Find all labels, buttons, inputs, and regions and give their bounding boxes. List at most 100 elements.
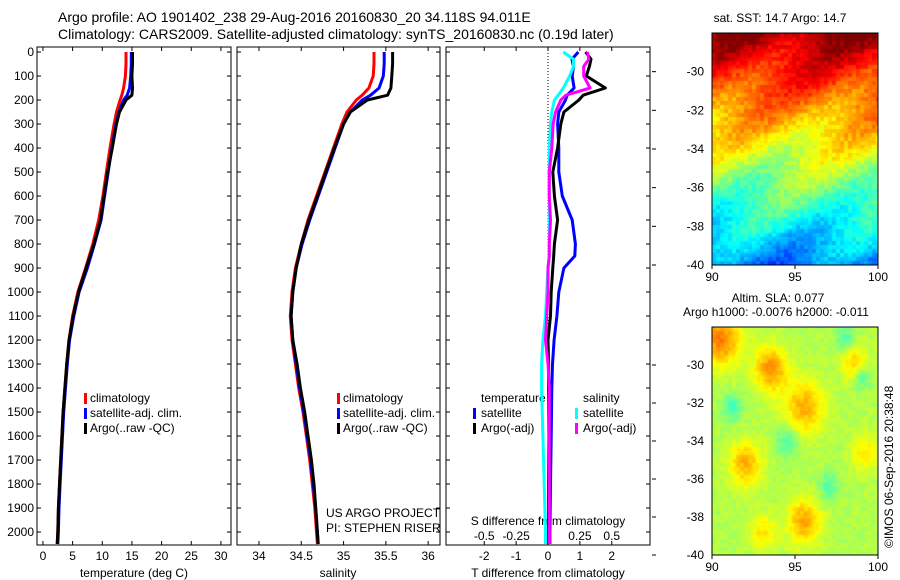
legend-swatch bbox=[473, 423, 476, 434]
x-tick-label: 20 bbox=[155, 549, 169, 563]
x-tick-label: 15 bbox=[125, 549, 139, 563]
y-tick-label: 600 bbox=[14, 189, 34, 203]
series-line-argo-raw-qc- bbox=[55, 52, 134, 545]
legend-swatch bbox=[84, 408, 87, 419]
sla-map-title-2: Argo h1000: -0.0076 h2000: -0.011 bbox=[683, 305, 869, 319]
map-y-tick-label: -30 bbox=[687, 65, 705, 79]
legend-label: Argo(..raw -QC) bbox=[343, 421, 428, 435]
plot-frame-temperature bbox=[36, 46, 232, 546]
legend-label: climatology bbox=[90, 391, 150, 405]
map-y-tick-label: -34 bbox=[687, 142, 705, 156]
sla-map-image bbox=[712, 327, 878, 555]
legend-label: satellite-adj. clim. bbox=[90, 406, 182, 420]
series-line-satellite-adj-clim- bbox=[289, 52, 386, 545]
y-tick-label: 1800 bbox=[7, 477, 34, 491]
y-tick-label: 200 bbox=[14, 93, 34, 107]
x-tick-label: 1 bbox=[577, 549, 584, 563]
y-tick-label: 700 bbox=[14, 213, 34, 227]
y-tick-label: 400 bbox=[14, 141, 34, 155]
legend-swatch bbox=[337, 408, 340, 419]
sst-map-image bbox=[712, 33, 878, 265]
y-tick-label: 0 bbox=[27, 45, 34, 59]
x-tick-label: 0 bbox=[40, 549, 47, 563]
t-difference-xlabel: T difference from climatology bbox=[471, 566, 625, 580]
y-tick-label: 900 bbox=[14, 261, 34, 275]
y-tick-label: 1300 bbox=[7, 357, 34, 371]
series-line-salinity-argo-adj- bbox=[544, 51, 592, 544]
imos-credit: ©IMOS 06-Sep-2016 20:38:48 bbox=[882, 385, 896, 548]
salinity-xlabel: salinity bbox=[320, 566, 357, 580]
x-tick-label: 5 bbox=[69, 549, 76, 563]
x-tick-label: 2 bbox=[608, 549, 615, 563]
s-tick-label: 0.25 bbox=[568, 529, 592, 543]
y-tick-label: 300 bbox=[14, 117, 34, 131]
series-line-satellite-adj-clim- bbox=[56, 52, 133, 545]
y-tick-label: 1000 bbox=[7, 285, 34, 299]
series-line-climatology bbox=[288, 52, 376, 545]
series-line-temperature-satellite bbox=[548, 51, 580, 544]
map-frame-sla_map bbox=[711, 326, 879, 556]
x-tick-label: 36 bbox=[421, 549, 435, 563]
project-annotation: US ARGO PROJECT bbox=[326, 506, 441, 520]
legend-label: Argo(..raw -QC) bbox=[90, 421, 175, 435]
y-tick-label: 1600 bbox=[7, 429, 34, 443]
x-tick-label: -1 bbox=[511, 549, 522, 563]
map-frame-sst_map bbox=[711, 32, 879, 266]
y-tick-label: 1100 bbox=[8, 309, 34, 323]
legend-label: climatology bbox=[343, 391, 403, 405]
x-tick-label: 35 bbox=[337, 549, 351, 563]
y-tick-label: 1400 bbox=[7, 381, 34, 395]
s-tick-label: -0.25 bbox=[502, 529, 530, 543]
x-tick-label: 34.5 bbox=[290, 549, 314, 563]
map-y-tick-label: -32 bbox=[687, 396, 705, 410]
map-x-tick-label: 95 bbox=[788, 560, 802, 574]
legend-s-argo: Argo(-adj) bbox=[583, 421, 636, 435]
y-tick-label: 500 bbox=[14, 165, 34, 179]
y-tick-label: 2000 bbox=[7, 525, 34, 539]
map-x-tick-label: 100 bbox=[868, 560, 888, 574]
legend-t-argo: Argo(-adj) bbox=[481, 421, 534, 435]
y-tick-label: 1900 bbox=[7, 501, 34, 515]
series-line-argo-raw-qc- bbox=[289, 52, 395, 545]
pi-annotation: PI: STEPHEN RISER bbox=[326, 521, 441, 535]
legend-swatch bbox=[337, 423, 340, 434]
y-tick-label: 1200 bbox=[7, 333, 34, 347]
x-tick-label: 30 bbox=[214, 549, 228, 563]
x-tick-label: -2 bbox=[479, 549, 490, 563]
y-tick-label: 100 bbox=[14, 69, 34, 83]
sla-map-title-1: Altim. SLA: 0.077 bbox=[732, 291, 825, 305]
map-y-tick-label: -38 bbox=[687, 219, 705, 233]
legend-swatch bbox=[575, 423, 578, 434]
legend-s-satellite: satellite bbox=[583, 406, 624, 420]
y-tick-label: 1500 bbox=[7, 405, 34, 419]
map-y-tick-label: -40 bbox=[687, 258, 705, 272]
title-line-1: Argo profile: AO 1901402_238 29-Aug-2016… bbox=[58, 9, 531, 25]
y-tick-label: 800 bbox=[14, 237, 34, 251]
temperature-xlabel: temperature (deg C) bbox=[80, 566, 188, 580]
map-x-tick-label: 95 bbox=[788, 270, 802, 284]
map-y-tick-label: -36 bbox=[687, 472, 705, 486]
legend-swatch bbox=[84, 423, 87, 434]
s-tick-label: -0.5 bbox=[474, 529, 495, 543]
legend-header-temperature: temperature bbox=[481, 391, 546, 405]
title-line-2: Climatology: CARS2009. Satellite-adjuste… bbox=[58, 26, 614, 42]
x-tick-label: 0 bbox=[545, 549, 552, 563]
plot-frame-salinity bbox=[236, 46, 441, 546]
map-x-tick-label: 100 bbox=[868, 270, 888, 284]
map-y-tick-label: -36 bbox=[687, 181, 705, 195]
x-tick-label: 10 bbox=[96, 549, 110, 563]
map-x-tick-label: 90 bbox=[705, 560, 719, 574]
map-y-tick-label: -30 bbox=[687, 358, 705, 372]
map-y-tick-label: -34 bbox=[687, 434, 705, 448]
legend-swatch bbox=[473, 408, 476, 419]
x-tick-label: 34 bbox=[252, 549, 266, 563]
map-y-tick-label: -32 bbox=[687, 103, 705, 117]
sst-map-title: sat. SST: 14.7 Argo: 14.7 bbox=[714, 11, 847, 25]
map-x-tick-label: 90 bbox=[705, 270, 719, 284]
legend-swatch bbox=[84, 393, 87, 404]
legend-swatch bbox=[575, 408, 578, 419]
s-tick-label: 0.5 bbox=[603, 529, 620, 543]
map-y-tick-label: -38 bbox=[687, 510, 705, 524]
